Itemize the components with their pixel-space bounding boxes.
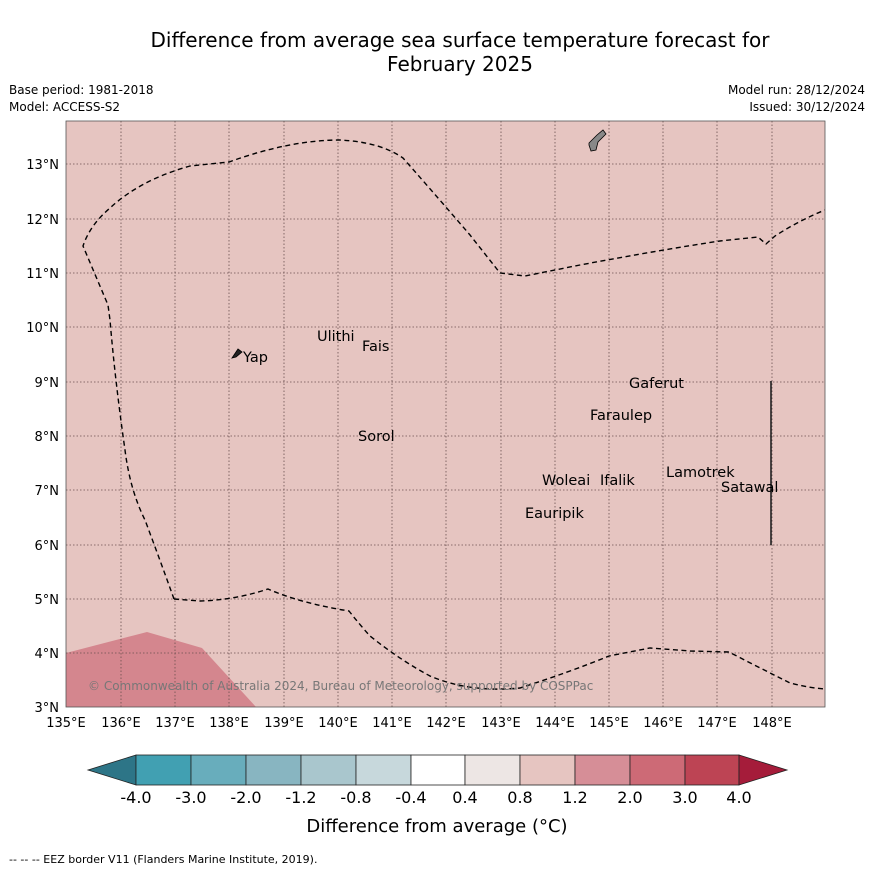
- colorbar-segment: [629, 754, 686, 786]
- lat-tick: 8°N: [35, 430, 60, 445]
- colorbar-labels: -4.0 -3.0 -2.0 -1.2 -0.8 -0.4 0.4 0.8 1.…: [120, 788, 751, 807]
- lat-tick: 11°N: [26, 267, 59, 282]
- place-fais: Fais: [362, 339, 389, 355]
- copyright-text: © Commonwealth of Australia 2024, Bureau…: [88, 679, 593, 693]
- place-ifalik: Ifalik: [600, 473, 635, 489]
- colorbar-segment: [245, 754, 302, 786]
- lat-tick: 6°N: [35, 539, 60, 554]
- colorbar-tick: -4.0: [120, 788, 151, 807]
- colorbar-segment: [410, 754, 466, 786]
- lon-tick: 138°E: [209, 716, 249, 731]
- lon-tick: 142°E: [426, 716, 466, 731]
- colorbar-tick: -3.0: [175, 788, 206, 807]
- colorbar-tick: -0.8: [340, 788, 371, 807]
- lon-tick: 137°E: [155, 716, 195, 731]
- base-period: Base period: 1981-2018: [9, 83, 154, 97]
- place-yap: Yap: [242, 350, 268, 366]
- place-labels: Ulithi Fais Yap Gaferut Faraulep Sorol L…: [242, 329, 778, 522]
- lat-tick: 9°N: [35, 376, 60, 391]
- meta-left: Base period: 1981-2018 Model: ACCESS-S2: [9, 82, 154, 116]
- place-ulithi: Ulithi: [317, 329, 355, 345]
- guam-island: [588, 129, 607, 152]
- colorbar-tick: 0.8: [507, 788, 532, 807]
- map-area[interactable]: [66, 121, 825, 707]
- colorbar-tick: -1.2: [285, 788, 316, 807]
- colorbar: [86, 754, 789, 786]
- place-lamotrek: Lamotrek: [666, 465, 735, 481]
- place-faraulep: Faraulep: [590, 408, 652, 424]
- lon-tick: 145°E: [589, 716, 629, 731]
- yap-island: [231, 348, 243, 359]
- lat-tick: 10°N: [26, 321, 59, 336]
- lat-tick: 7°N: [35, 484, 60, 499]
- title-line-1: Difference from average sea surface temp…: [150, 28, 770, 52]
- colorbar-segment: [464, 754, 521, 786]
- lon-tick: 141°E: [372, 716, 412, 731]
- colorbar-tick: 1.2: [562, 788, 587, 807]
- colorbar-title: Difference from average (°C): [306, 816, 567, 837]
- map-title: Difference from average sea surface temp…: [0, 28, 873, 76]
- lat-tick: 5°N: [35, 593, 60, 608]
- colorbar-tick: 2.0: [617, 788, 642, 807]
- lat-tick: 13°N: [26, 158, 59, 173]
- model-run: Model run: 28/12/2024: [727, 83, 865, 97]
- colorbar-tick: 0.4: [452, 788, 477, 807]
- place-satawal: Satawal: [721, 480, 778, 496]
- eez-border: [82, 139, 825, 690]
- lat-tick: 4°N: [35, 647, 60, 662]
- footer-note: -- -- -- EEZ border V11 (Flanders Marine…: [9, 853, 318, 866]
- place-sorol: Sorol: [358, 429, 395, 445]
- lat-tick: 12°N: [26, 213, 59, 228]
- lon-tick: 135°E: [46, 716, 86, 731]
- lon-tick: 144°E: [535, 716, 575, 731]
- anomaly-patch-warm: [66, 632, 256, 707]
- lat-tick-labels: 3°N 4°N 5°N 6°N 7°N 8°N 9°N 10°N 11°N 12…: [26, 158, 59, 716]
- lon-tick: 136°E: [101, 716, 141, 731]
- lon-tick: 140°E: [318, 716, 358, 731]
- lon-tick: 139°E: [264, 716, 304, 731]
- colorbar-tick: -0.4: [395, 788, 426, 807]
- meta-right: Model run: 28/12/2024 Issued: 30/12/2024: [728, 82, 865, 116]
- map-frame: [65, 120, 826, 708]
- place-eauripik: Eauripik: [525, 506, 584, 522]
- lon-tick-labels: 135°E 136°E 137°E 138°E 139°E 140°E 141°…: [46, 716, 792, 731]
- colorbar-tick: 3.0: [672, 788, 697, 807]
- issued-date: Issued: 30/12/2024: [749, 100, 865, 114]
- colorbar-segment: [355, 754, 412, 786]
- place-gaferut: Gaferut: [629, 376, 684, 392]
- place-woleai: Woleai: [542, 473, 590, 489]
- colorbar-segment: [190, 754, 247, 786]
- lat-tick: 3°N: [35, 701, 60, 716]
- colorbar-segment: [684, 754, 740, 786]
- lon-tick: 143°E: [481, 716, 521, 731]
- colorbar-extend-high: [738, 754, 789, 786]
- colorbar-segment: [519, 754, 576, 786]
- colorbar-segment: [574, 754, 631, 786]
- colorbar-segment: [135, 754, 192, 786]
- lon-tick: 147°E: [697, 716, 737, 731]
- title-line-2: February 2025: [387, 52, 533, 76]
- colorbar-tick: 4.0: [726, 788, 751, 807]
- grid-lines: [66, 121, 825, 707]
- lon-tick: 146°E: [643, 716, 683, 731]
- colorbar-extend-low: [86, 754, 137, 786]
- colorbar-tick: -2.0: [230, 788, 261, 807]
- colorbar-segment: [300, 754, 357, 786]
- lon-tick: 148°E: [752, 716, 792, 731]
- model-name: Model: ACCESS-S2: [9, 100, 121, 114]
